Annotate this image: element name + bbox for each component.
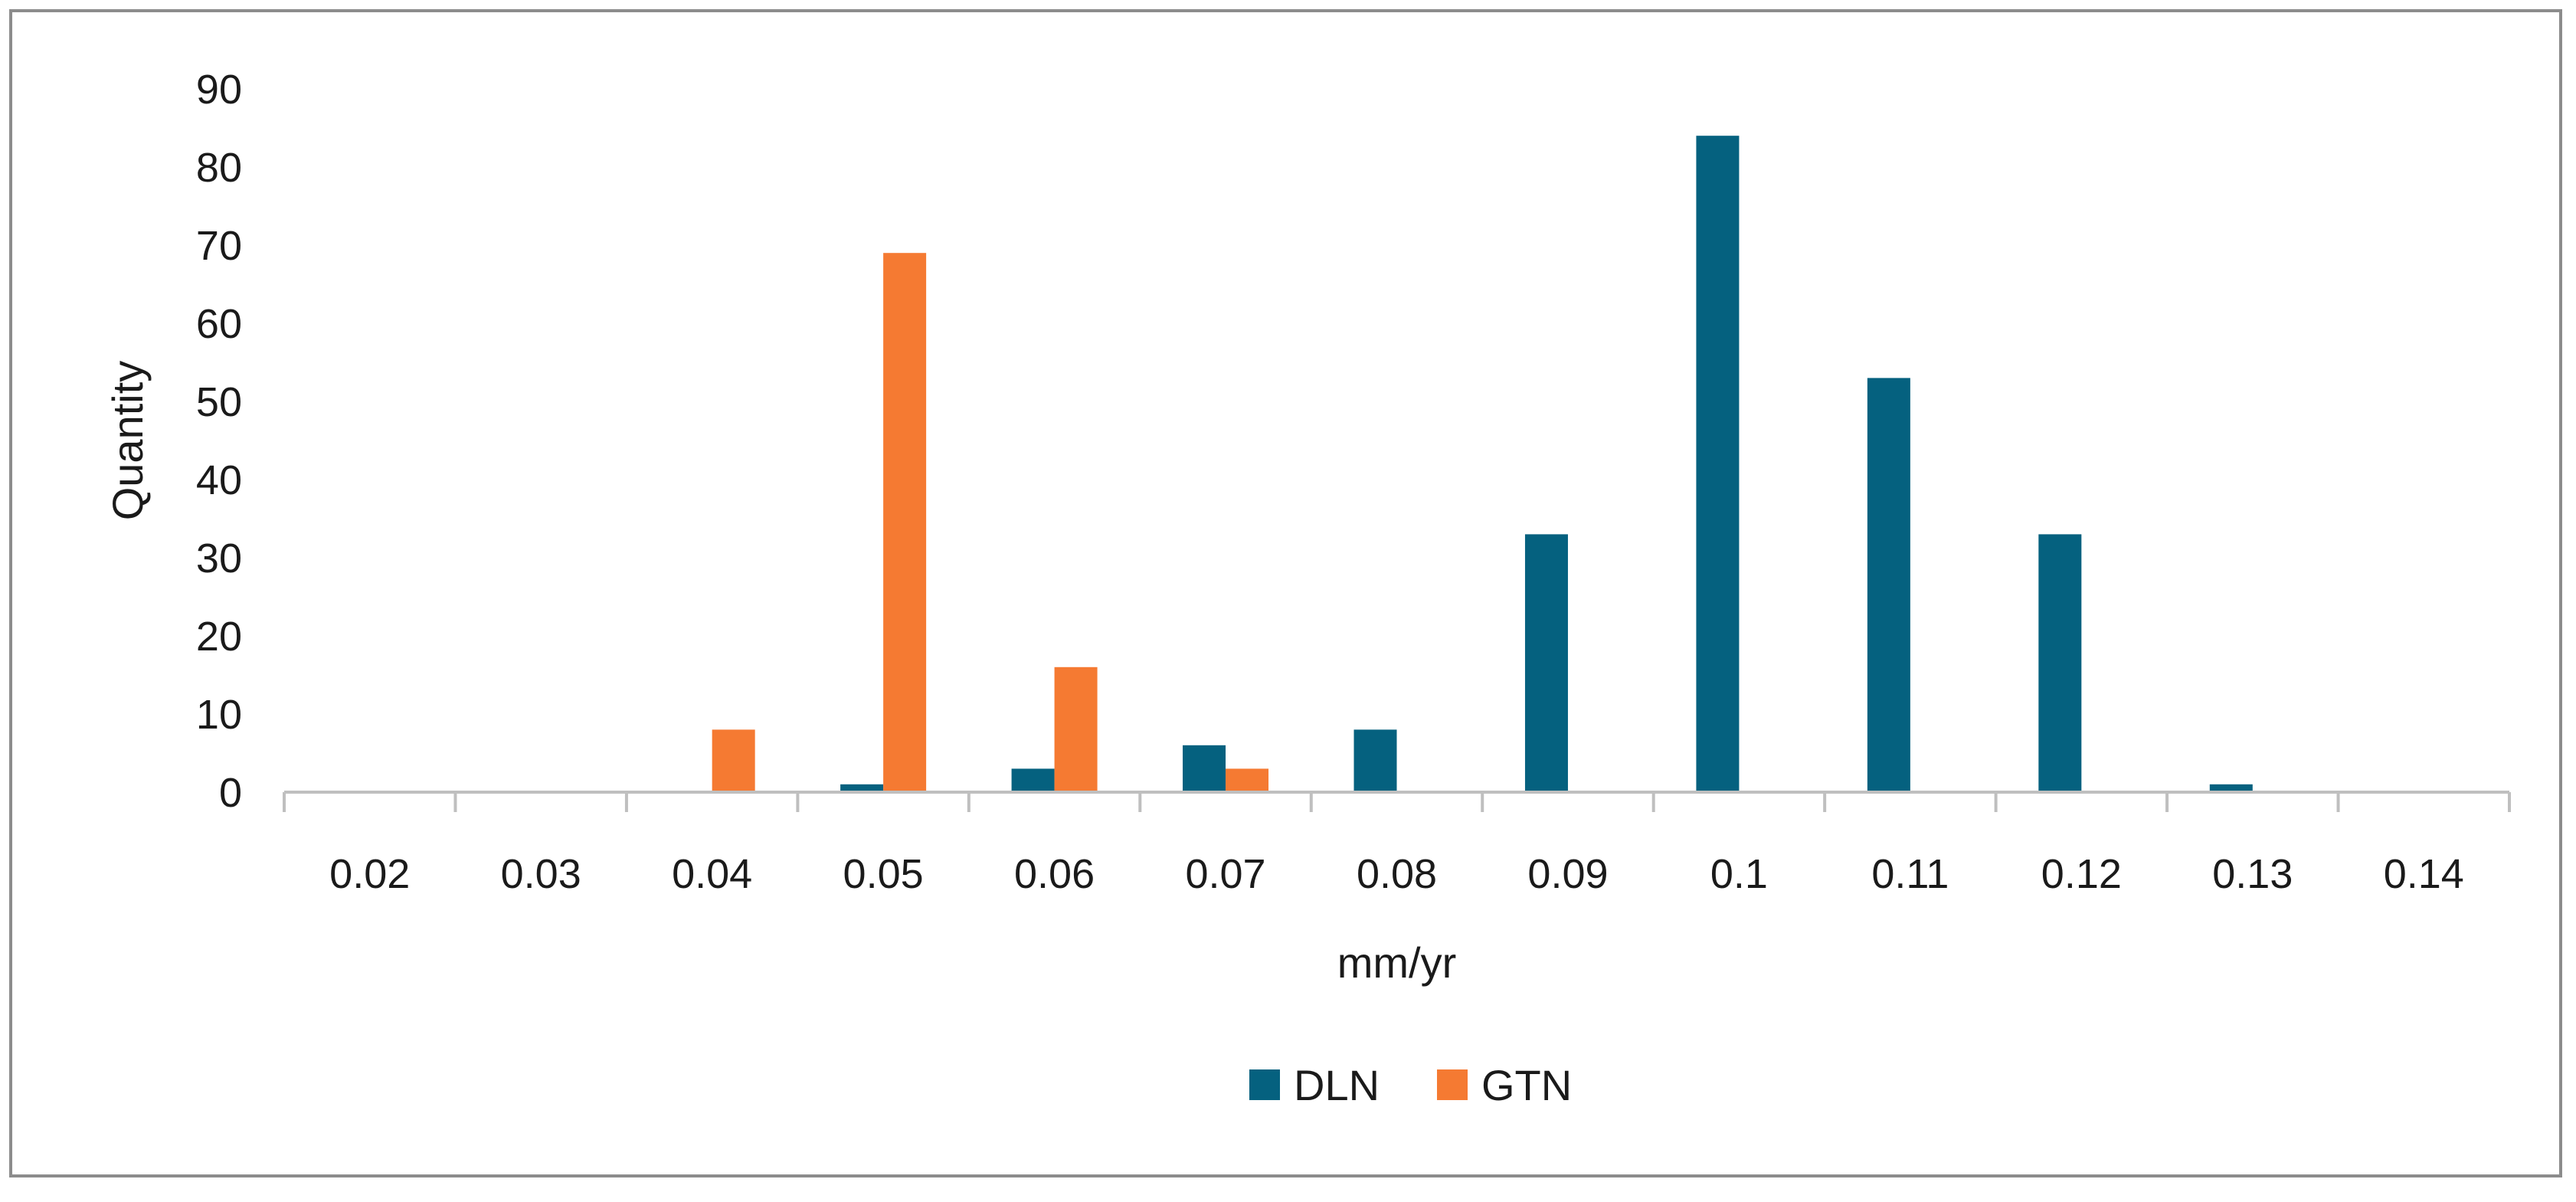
x-tick-label-0.13: 0.13	[2212, 851, 2293, 897]
y-tick-label-40: 40	[196, 457, 242, 503]
bar-dln-0.13	[2209, 784, 2253, 792]
y-tick-label-60: 60	[196, 301, 242, 347]
y-tick-label-0: 0	[219, 770, 242, 816]
x-tick-label-0.06: 0.06	[1014, 851, 1095, 897]
y-tick-label-20: 20	[196, 614, 242, 660]
bar-dln-0.1	[1696, 136, 1740, 792]
x-tick-label-0.1: 0.1	[1710, 851, 1768, 897]
bar-dln-0.11	[1867, 378, 1910, 792]
x-tick-label-0.08: 0.08	[1357, 851, 1437, 897]
x-tick-label-0.02: 0.02	[329, 851, 410, 897]
y-tick-label-90: 90	[196, 67, 242, 113]
x-tick-label-0.12: 0.12	[2041, 851, 2122, 897]
x-tick-label-0.03: 0.03	[501, 851, 581, 897]
legend: DLN GTN	[1249, 1061, 1572, 1109]
bar-gtn-0.07	[1226, 768, 1269, 792]
bar-gtn-0.06	[1054, 667, 1098, 792]
x-axis-ticks: 0.02 0.03 0.04 0.05 0.06 0.07 0.08 0.09 0.1 0.11 0…	[283, 792, 2511, 897]
bar-dln-0.08	[1353, 729, 1397, 792]
bar-chart: 0 10 20 30 40 50 60 70 80 90 0.02 0.03 0.04 0.05 0.06…	[103, 67, 2511, 1109]
x-tick-label-0.07: 0.07	[1185, 851, 1265, 897]
y-axis-ticks: 0 10 20 30 40 50 60 70 80 90	[196, 67, 242, 816]
bar-dln-0.06	[1011, 768, 1055, 792]
x-tick-label-0.09: 0.09	[1527, 851, 1608, 897]
x-tick-label-0.14: 0.14	[2384, 851, 2464, 897]
y-axis-title: Quantity	[103, 361, 152, 521]
y-tick-label-50: 50	[196, 379, 242, 425]
y-tick-label-70: 70	[196, 223, 242, 269]
bar-dln-0.07	[1183, 745, 1226, 792]
x-axis-title: mm/yr	[1337, 938, 1457, 987]
chart-frame: 0 10 20 30 40 50 60 70 80 90 0.02 0.03 0.04 0.05 0.06…	[9, 9, 2562, 1177]
legend-swatch-dln	[1249, 1069, 1280, 1100]
bar-dln-0.12	[2038, 534, 2082, 792]
y-tick-label-80: 80	[196, 145, 242, 191]
bar-gtn-0.04	[712, 729, 755, 792]
y-tick-label-10: 10	[196, 692, 242, 738]
y-tick-label-30: 30	[196, 535, 242, 581]
legend-label-dln: DLN	[1294, 1061, 1380, 1109]
legend-swatch-gtn	[1437, 1069, 1468, 1100]
bars	[712, 136, 2253, 792]
legend-label-gtn: GTN	[1481, 1061, 1572, 1109]
bar-dln-0.09	[1524, 534, 1568, 792]
bar-gtn-0.05	[883, 253, 927, 792]
x-tick-label-0.05: 0.05	[843, 851, 924, 897]
x-tick-label-0.11: 0.11	[1871, 851, 1949, 897]
x-tick-label-0.04: 0.04	[672, 851, 752, 897]
bar-dln-0.05	[840, 784, 884, 792]
